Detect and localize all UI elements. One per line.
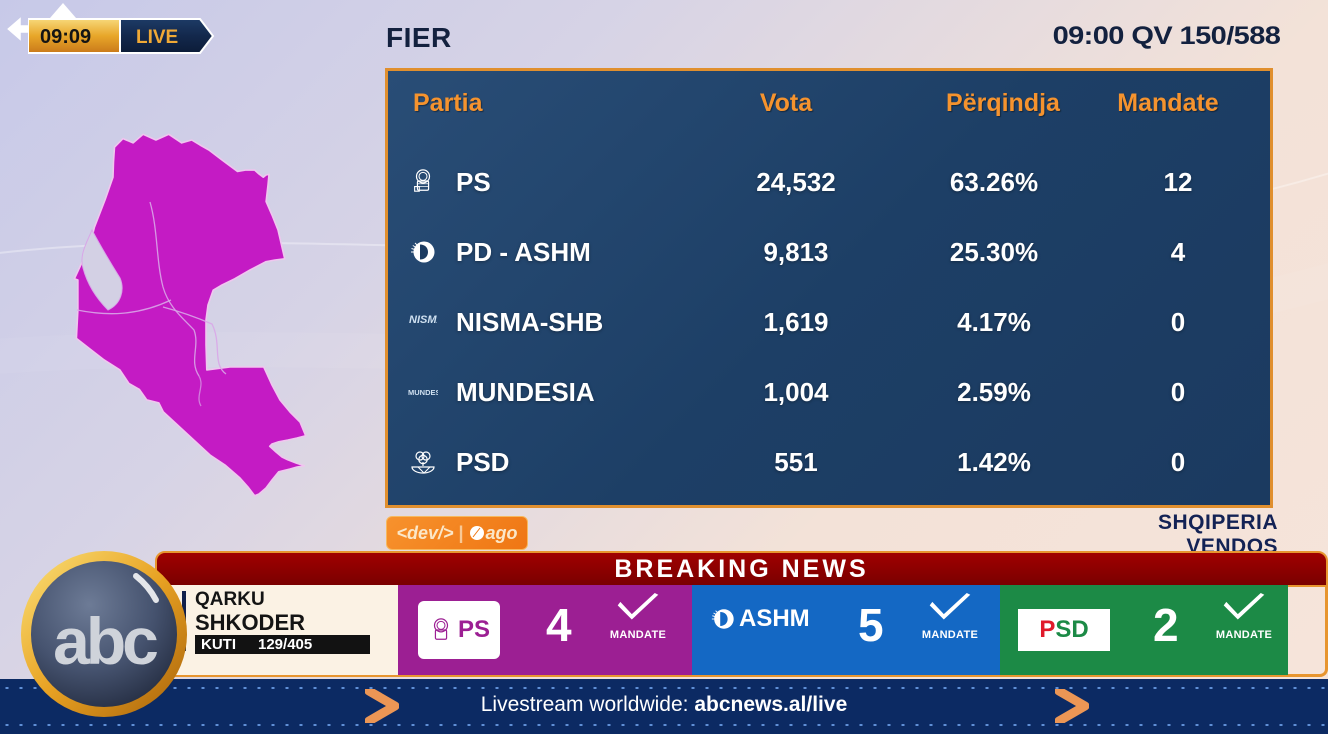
svg-text:09:09: 09:09 [40, 26, 91, 48]
svg-text:MUNDESIA: MUNDESIA [408, 388, 438, 397]
svg-text:NISMA: NISMA [409, 314, 437, 326]
svg-text:abc: abc [53, 604, 157, 678]
svg-text:LIVE: LIVE [136, 27, 178, 48]
